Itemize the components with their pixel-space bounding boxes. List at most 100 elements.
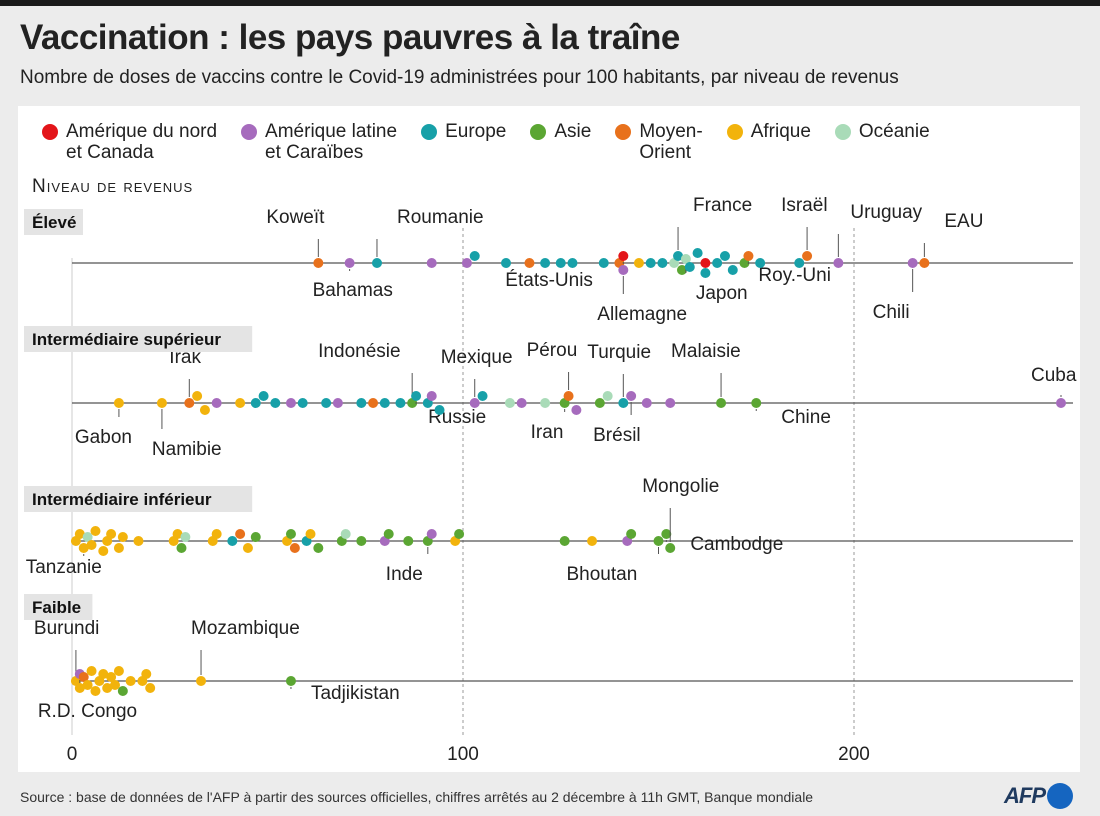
data-point: [141, 669, 152, 679]
data-point: [332, 398, 343, 408]
legend-label-lat: Amérique latine et Caraïbes: [265, 121, 398, 163]
data-point: [598, 258, 609, 268]
data-point: [618, 398, 629, 408]
data-point: [692, 248, 703, 258]
income-level-heading: Niveau de revenus: [32, 176, 194, 197]
data-point: [199, 405, 210, 415]
data-point: [270, 398, 281, 408]
data-point: [133, 536, 144, 546]
data-point: [751, 398, 762, 408]
data-point: [285, 676, 296, 686]
afp-logo-text: AFP: [1004, 783, 1046, 808]
data-point: [411, 391, 422, 401]
data-point: [106, 529, 117, 539]
data-point: [285, 398, 296, 408]
legend-item-mo: Moyen- Orient: [615, 121, 703, 163]
legend-item-asi: Asie: [530, 121, 591, 163]
point-label: Chine: [781, 407, 831, 428]
point-label: Irak: [169, 347, 201, 368]
legend-item-afr: Afrique: [726, 121, 811, 163]
data-point: [395, 398, 406, 408]
data-point: [426, 529, 437, 539]
legend-item-eur: Europe: [421, 121, 506, 163]
chart-subtitle: Nombre de doses de vaccins contre le Cov…: [20, 67, 899, 88]
point-label: Indonésie: [318, 341, 400, 362]
data-point: [626, 391, 637, 401]
data-point: [211, 398, 222, 408]
point-label: Gabon: [75, 427, 132, 448]
row-3: Burundi R.D. Congo Mozambique Tadjikistan: [34, 618, 1073, 722]
point-label: Burundi: [34, 618, 100, 639]
data-point: [755, 258, 766, 268]
point-label: Uruguay: [850, 202, 922, 223]
data-point: [356, 398, 367, 408]
point-label: Mozambique: [191, 618, 300, 639]
data-point: [673, 251, 684, 261]
data-point: [313, 258, 324, 268]
data-point: [719, 251, 730, 261]
point-label: Inde: [386, 564, 423, 585]
point-label: Japon: [696, 283, 748, 304]
chart-panel: [18, 106, 1080, 772]
data-point: [1056, 398, 1066, 408]
data-point: [82, 680, 93, 690]
data-point: [567, 258, 578, 268]
data-point: [90, 526, 101, 536]
data-point: [74, 683, 85, 693]
data-point: [82, 532, 93, 542]
legend-label-mo: Moyen- Orient: [639, 121, 703, 163]
data-point: [618, 251, 629, 261]
data-point: [700, 268, 711, 278]
legend-label-eur: Europe: [445, 121, 507, 142]
data-point: [540, 398, 551, 408]
data-point: [235, 529, 246, 539]
data-point: [383, 529, 394, 539]
point-label: R.D. Congo: [38, 701, 137, 722]
point-label: Mexique: [441, 347, 513, 368]
data-point: [344, 258, 355, 268]
data-point: [501, 258, 512, 268]
afp-logo: AFP: [1004, 783, 1073, 809]
legend-swatch-lat: [241, 124, 258, 140]
data-point: [211, 529, 222, 539]
data-point: [684, 262, 695, 272]
data-point: [113, 398, 124, 408]
data-point: [289, 543, 300, 553]
data-point: [524, 258, 535, 268]
data-point: [156, 398, 167, 408]
row-label-bg: [24, 326, 253, 352]
point-label: Roy.-Uni: [758, 265, 831, 286]
data-point: [602, 391, 613, 401]
data-point: [172, 529, 183, 539]
data-point: [98, 669, 109, 679]
row-label-bg: [24, 486, 253, 512]
legend: Amérique du nord et Canada Amérique latin…: [42, 121, 954, 163]
data-point: [504, 398, 515, 408]
top-bar: [0, 0, 1100, 6]
data-point: [356, 536, 367, 546]
data-point: [676, 265, 687, 275]
afp-logo-circle-icon: [1047, 783, 1073, 809]
data-point: [426, 258, 437, 268]
data-point: [661, 529, 672, 539]
data-point: [371, 258, 382, 268]
row-label-bg: [24, 594, 93, 620]
data-point: [633, 258, 644, 268]
data-point: [469, 251, 480, 261]
row-label-bg: [24, 209, 83, 235]
data-point: [645, 258, 656, 268]
data-point: [184, 398, 195, 408]
legend-swatch-oce: [834, 124, 851, 140]
data-point: [653, 536, 664, 546]
data-point: [176, 543, 187, 553]
data-point: [516, 398, 527, 408]
legend-swatch-mo: [615, 124, 632, 140]
data-point: [86, 666, 97, 676]
point-label: Tadjikistan: [311, 683, 400, 704]
data-point: [125, 676, 136, 686]
point-label: Cambodge: [690, 534, 783, 555]
data-point: [78, 543, 89, 553]
data-point: [379, 398, 390, 408]
data-point: [833, 258, 844, 268]
data-point: [477, 391, 488, 401]
